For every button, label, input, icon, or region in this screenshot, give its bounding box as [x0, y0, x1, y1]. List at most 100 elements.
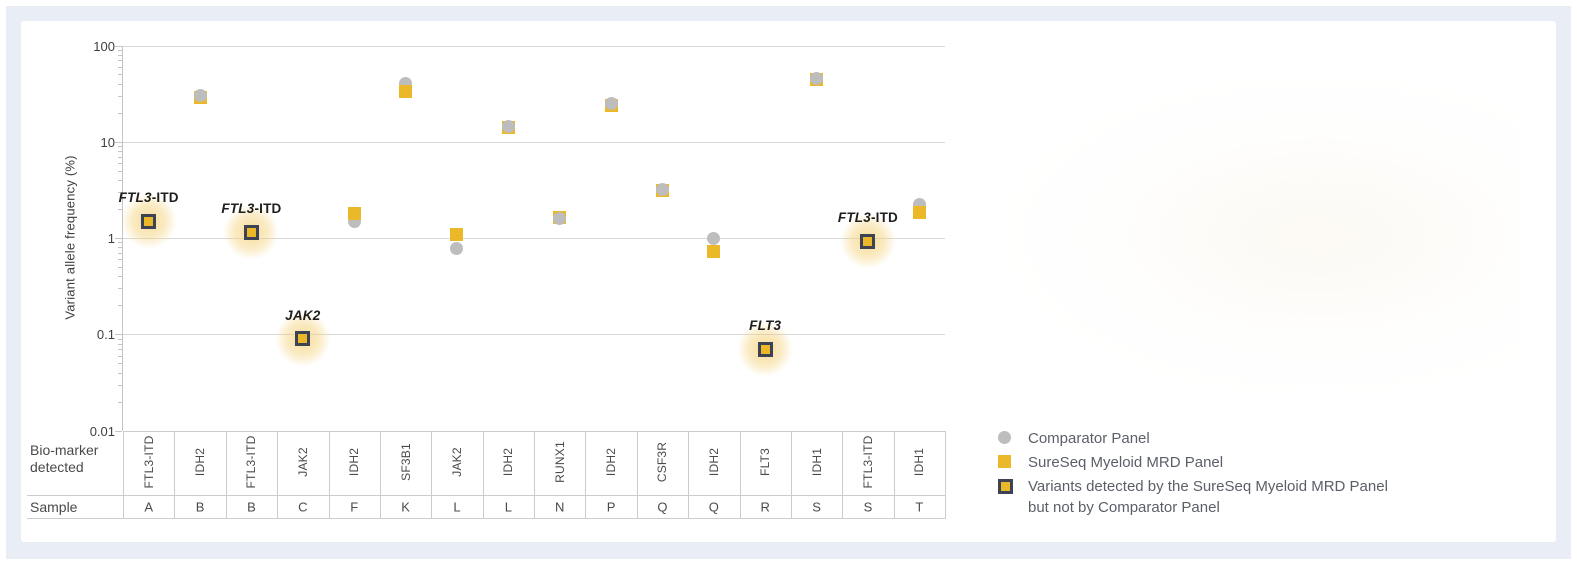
y-major-tick: [115, 141, 122, 143]
y-minor-tick: [118, 401, 122, 403]
table-column-line: [945, 430, 946, 518]
biomarker-label: JAK2: [295, 447, 310, 477]
biomarker-label: FTL3-ITD: [141, 435, 156, 489]
gridline: [123, 238, 945, 239]
sureseq-only-point: [243, 224, 259, 240]
biomarker-label: IDH1: [912, 447, 927, 477]
y-tick-label: 1: [107, 231, 115, 246]
comparator-point: [810, 72, 824, 86]
comparator-point: [553, 211, 567, 225]
y-tick-label: 100: [93, 38, 115, 54]
legend-variants-label: Variants detected by the SureSeq Myeloid…: [1028, 476, 1388, 518]
figure-card: [21, 21, 1556, 542]
y-minor-tick: [118, 209, 122, 211]
y-minor-tick: [118, 83, 122, 85]
sample-label: B: [247, 499, 256, 515]
biomarker-label: FTL3-ITD: [244, 435, 259, 489]
y-minor-tick: [118, 170, 122, 172]
y-minor-tick: [118, 192, 122, 194]
gridline: [123, 334, 945, 336]
biomarker-row-label-line1: Bio-marker: [30, 442, 99, 458]
y-tick-label: 0.01: [89, 423, 115, 439]
y-minor-tick: [118, 151, 122, 153]
table-column-line: [482, 430, 484, 518]
biomarker-label: IDH1: [809, 447, 824, 477]
y-minor-tick: [118, 252, 122, 254]
y-minor-tick: [118, 363, 122, 365]
annotation-gene-italic: FLT3: [749, 318, 782, 334]
biomarker-label: JAK2: [449, 447, 464, 477]
faded-background-illustration: [990, 68, 1518, 390]
sample-label: P: [606, 499, 616, 515]
y-minor-tick: [118, 305, 122, 307]
biomarker-label: FTL3-ITD: [860, 435, 875, 489]
sample-label: B: [195, 499, 205, 515]
y-minor-tick: [118, 49, 122, 51]
sample-label: L: [453, 499, 461, 515]
y-minor-tick: [118, 338, 122, 340]
sample-label: R: [760, 499, 770, 515]
table-column-line: [277, 430, 279, 518]
variants-outlined-square-icon: [998, 479, 1013, 494]
sureseq-only-point: [295, 331, 311, 347]
y-major-tick: [115, 334, 122, 336]
y-minor-tick: [118, 276, 122, 278]
y-minor-tick: [118, 74, 122, 76]
biomarker-label: SF3B1: [398, 443, 413, 481]
y-minor-tick: [118, 247, 122, 249]
y-major-tick: [115, 45, 122, 47]
gridline: [123, 141, 945, 143]
annotation-label: FLT3: [749, 318, 781, 333]
comparator-point: [604, 96, 618, 110]
comparator-point: [707, 231, 721, 245]
table-column-line: [893, 430, 895, 518]
annotation-suffix: -ITD: [870, 210, 898, 226]
y-minor-tick: [118, 163, 122, 165]
table-column-line: [739, 430, 741, 518]
y-major-tick: [115, 238, 122, 239]
annotation-label: JAK2: [285, 308, 320, 323]
sample-label: T: [915, 499, 924, 515]
sureseq-only-point: [757, 341, 773, 357]
biomarker-label: FLT3: [758, 448, 773, 476]
comparator-point: [501, 119, 515, 133]
annotation-label: FTL3-ITD: [221, 201, 281, 216]
table-column-line: [328, 430, 330, 518]
gridline: [123, 45, 945, 47]
table-column-line: [123, 430, 124, 518]
y-minor-tick: [118, 259, 122, 261]
y-tick-label: 10: [100, 134, 115, 150]
sureseq-point: [399, 85, 413, 99]
y-minor-tick: [118, 146, 122, 148]
annotation-gene-italic: JAK2: [285, 307, 321, 323]
biomarker-label: IDH2: [347, 447, 362, 477]
y-minor-tick: [118, 288, 122, 290]
y-minor-tick: [118, 266, 122, 268]
comparator-point: [450, 241, 464, 255]
annotation-gene-italic: FTL3: [221, 201, 255, 217]
table-row-separator: [27, 494, 946, 496]
y-minor-tick: [118, 54, 122, 56]
legend-variants-label-line1: Variants detected by the SureSeq Myeloid…: [1028, 478, 1388, 495]
sample-row-label: Sample: [30, 499, 78, 515]
sample-label: S: [863, 499, 873, 515]
table-column-line: [431, 430, 433, 518]
table-column-line: [842, 430, 844, 518]
annotation-gene-italic: FTL3: [118, 190, 152, 206]
sample-label: C: [298, 499, 308, 515]
y-minor-tick: [118, 60, 122, 62]
y-minor-tick: [118, 343, 122, 345]
sureseq-only-point: [141, 213, 157, 229]
sample-label: L: [504, 499, 512, 515]
table-bottom-line: [27, 517, 946, 519]
table-column-line: [636, 430, 638, 518]
annotation-gene-italic: FTL3: [837, 210, 871, 226]
sample-label: F: [350, 499, 359, 515]
sureseq-point: [450, 227, 464, 241]
y-minor-tick: [118, 95, 122, 97]
biomarker-label: IDH2: [706, 447, 721, 477]
comparator-circle-icon: [998, 431, 1011, 444]
sureseq-point: [912, 205, 926, 219]
table-column-line: [534, 430, 535, 518]
